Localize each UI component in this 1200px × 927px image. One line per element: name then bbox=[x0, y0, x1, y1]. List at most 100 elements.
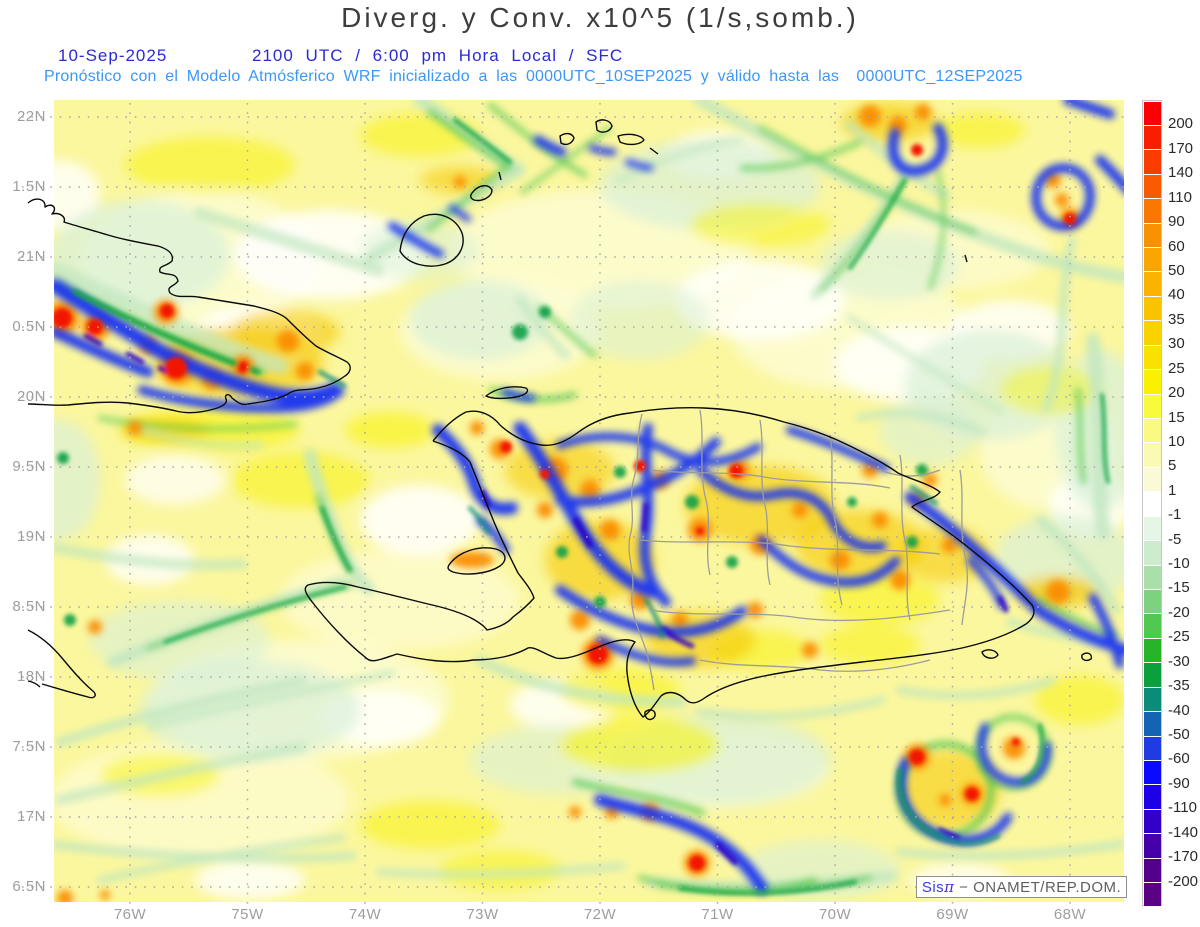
colorbar-segment bbox=[1144, 248, 1161, 272]
cb-label: -30 bbox=[1168, 652, 1190, 670]
lat-label: 9.5N bbox=[12, 458, 46, 475]
lon-label: 70W bbox=[818, 906, 852, 923]
cb-label: 110 bbox=[1168, 188, 1192, 206]
forecast-date: 10-Sep-2025 bbox=[58, 46, 168, 65]
cb-label: -200 bbox=[1168, 872, 1199, 890]
cb-label: 20 bbox=[1168, 384, 1185, 402]
cb-label: 50 bbox=[1168, 261, 1185, 279]
colorbar-segment bbox=[1144, 174, 1161, 199]
colorbar-segment bbox=[1144, 736, 1161, 760]
colorbar-segment bbox=[1144, 492, 1161, 516]
forecast-time: 2100 UTC / 6:00 pm Hora Local / SFC bbox=[252, 46, 624, 65]
brand-name: Sis bbox=[921, 879, 945, 896]
cb-label: -35 bbox=[1168, 677, 1190, 695]
colorbar-segment bbox=[1144, 419, 1161, 443]
cb-label: 1 bbox=[1168, 481, 1177, 499]
cb-label: -90 bbox=[1168, 774, 1190, 792]
colorbar-segment bbox=[1144, 541, 1161, 565]
lat-label: 22N bbox=[16, 108, 46, 125]
lon-label: 76W bbox=[113, 906, 147, 923]
colorbar-segment bbox=[1144, 809, 1161, 834]
divergence-field bbox=[54, 100, 1124, 902]
colorbar-segment bbox=[1144, 638, 1161, 663]
cb-label: 30 bbox=[1168, 335, 1185, 353]
colorbar-segment bbox=[1144, 272, 1161, 296]
colorbar-segment bbox=[1144, 150, 1161, 174]
cb-label: -110 bbox=[1168, 799, 1197, 817]
lat-label: 17N bbox=[16, 808, 46, 825]
lat-label: 8.5N bbox=[12, 598, 46, 615]
cb-label: -1 bbox=[1168, 506, 1182, 524]
coastlines bbox=[27, 119, 1093, 721]
cb-label: 140 bbox=[1168, 164, 1194, 182]
lon-label: 75W bbox=[231, 906, 264, 923]
colorbar bbox=[1142, 100, 1162, 907]
cb-label: -15 bbox=[1168, 579, 1190, 597]
cb-label: 35 bbox=[1168, 310, 1185, 328]
cb-label: 15 bbox=[1168, 408, 1185, 426]
cb-label: 40 bbox=[1168, 286, 1185, 304]
cb-label: -5 bbox=[1168, 530, 1182, 548]
cb-label: -50 bbox=[1168, 726, 1190, 744]
colorbar-segment bbox=[1144, 614, 1161, 638]
lon-label: 69W bbox=[936, 906, 969, 923]
colorbar-segment bbox=[1144, 858, 1161, 883]
lat-label: 20N bbox=[16, 388, 46, 405]
colorbar-segment bbox=[1144, 370, 1161, 394]
colorbar-segment bbox=[1144, 443, 1161, 467]
colorbar-segment bbox=[1144, 565, 1161, 589]
cb-label: 10 bbox=[1168, 432, 1185, 450]
cb-label: -20 bbox=[1168, 603, 1190, 621]
colorbar-segment bbox=[1144, 125, 1161, 150]
lat-label: 6.5N bbox=[12, 878, 46, 895]
page-title: Diverg. y Conv. x10^5 (1/s,somb.) bbox=[341, 2, 859, 33]
colorbar-segment bbox=[1144, 663, 1161, 687]
cb-label: 5 bbox=[1168, 457, 1177, 475]
cb-label: -10 bbox=[1168, 555, 1190, 573]
cb-label: -60 bbox=[1168, 750, 1190, 768]
lon-label: 68W bbox=[1053, 906, 1087, 923]
lon-label: 72W bbox=[583, 906, 617, 923]
cb-label: 200 bbox=[1168, 115, 1194, 133]
colorbar-segment bbox=[1144, 589, 1161, 614]
cb-label: -25 bbox=[1168, 628, 1190, 646]
colorbar-segment bbox=[1144, 516, 1161, 541]
cb-label: 25 bbox=[1168, 359, 1185, 377]
colorbar-segment bbox=[1144, 883, 1161, 907]
lon-label: 71W bbox=[701, 906, 734, 923]
colorbar-segment bbox=[1144, 394, 1161, 418]
lat-label: 19N bbox=[16, 528, 46, 545]
colorbar-segment bbox=[1144, 834, 1161, 858]
colorbar-segment bbox=[1144, 712, 1161, 736]
colorbar-segment bbox=[1144, 467, 1161, 492]
attribution-text: − ONAMET/REP.DOM. bbox=[954, 879, 1122, 896]
colorbar-segment bbox=[1144, 321, 1161, 345]
cb-label: -170 bbox=[1168, 848, 1199, 866]
cb-label: 170 bbox=[1168, 139, 1194, 157]
colorbar-segment bbox=[1144, 785, 1161, 809]
cb-label: -40 bbox=[1168, 701, 1190, 719]
lat-label: 21N bbox=[16, 248, 46, 265]
lat-label: 0.5N bbox=[12, 318, 46, 335]
colorbar-segment bbox=[1144, 760, 1161, 785]
colorbar-segment bbox=[1144, 687, 1161, 712]
lat-label: 1.5N bbox=[12, 178, 46, 195]
model-init-line: Pronóstico con el Modelo Atmósferico WRF… bbox=[44, 68, 1023, 85]
attribution-box: Sisπ − ONAMET/REP.DOM. bbox=[916, 876, 1127, 898]
colorbar-segment bbox=[1144, 223, 1161, 248]
pi-symbol: π bbox=[944, 878, 955, 896]
lon-label: 74W bbox=[348, 906, 382, 923]
colorbar-segment bbox=[1144, 101, 1161, 125]
lon-label: 73W bbox=[466, 906, 499, 923]
colorbar-segment bbox=[1144, 296, 1161, 321]
lat-label: 18N bbox=[16, 668, 46, 685]
cb-label: 90 bbox=[1168, 213, 1185, 231]
cb-label: 60 bbox=[1168, 237, 1185, 255]
cb-label: -140 bbox=[1168, 823, 1199, 841]
lat-label: 7.5N bbox=[12, 738, 46, 755]
colorbar-segment bbox=[1144, 199, 1161, 223]
colorbar-segment bbox=[1144, 345, 1161, 370]
province-borders bbox=[628, 409, 968, 691]
